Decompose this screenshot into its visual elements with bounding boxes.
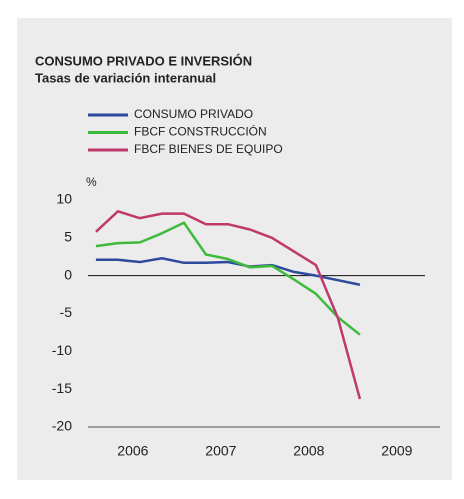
y-tick-label: -10 bbox=[52, 342, 72, 358]
x-tick-label: 2006 bbox=[117, 443, 148, 459]
x-tick-label: 2008 bbox=[293, 443, 324, 459]
legend-label: CONSUMO PRIVADO bbox=[134, 107, 253, 121]
legend-label: FBCF BIENES DE EQUIPO bbox=[134, 142, 283, 156]
x-tick-label: 2007 bbox=[205, 443, 236, 459]
series-line bbox=[95, 257, 361, 286]
chart-subtitle: Tasas de variación interanual bbox=[35, 70, 216, 85]
series-line bbox=[95, 221, 361, 336]
y-tick-label: 0 bbox=[64, 266, 72, 282]
panel bbox=[17, 18, 452, 480]
y-tick-label: -20 bbox=[52, 418, 72, 434]
series-line bbox=[95, 210, 362, 400]
y-tick-label: -5 bbox=[60, 304, 73, 320]
x-tick-label: 2009 bbox=[381, 443, 412, 459]
chart-title: CONSUMO PRIVADO E INVERSIÓN bbox=[35, 53, 252, 68]
y-tick-label: -15 bbox=[52, 380, 72, 396]
y-tick-label: 10 bbox=[56, 191, 72, 207]
y-unit: % bbox=[86, 175, 97, 189]
y-tick-label: 5 bbox=[64, 229, 72, 245]
legend-label: FBCF CONSTRUCCIÓN bbox=[134, 124, 267, 139]
